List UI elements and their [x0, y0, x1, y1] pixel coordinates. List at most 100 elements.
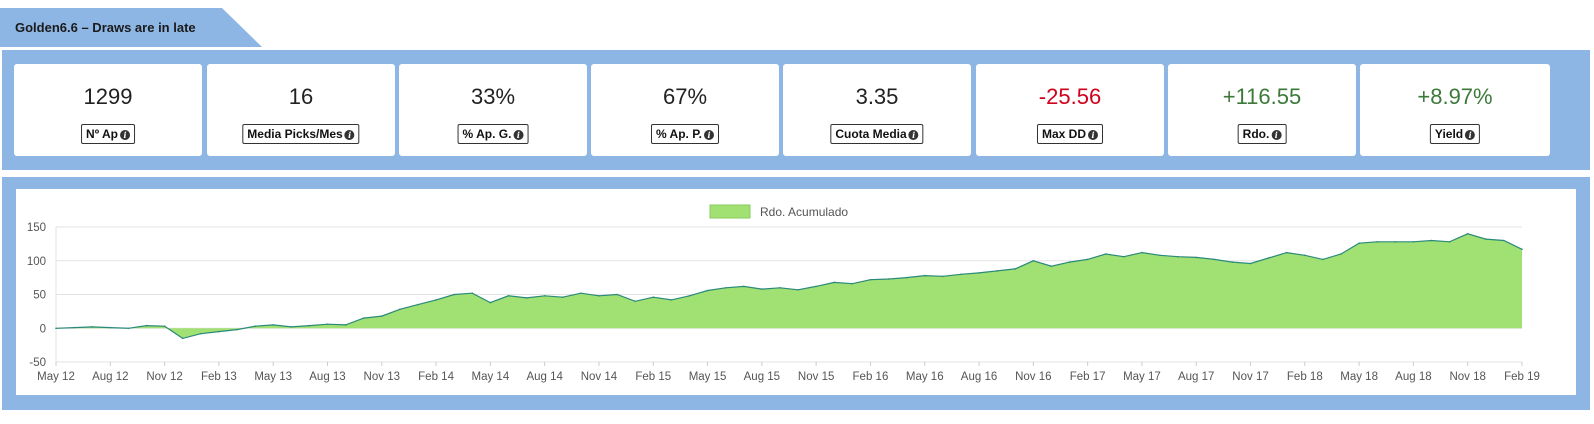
data-point: [200, 332, 202, 335]
stat-card: 1299 Nº Ap i: [14, 64, 202, 156]
stat-value: -25.56: [1038, 84, 1102, 109]
stat-value: 33%: [470, 84, 516, 109]
x-tick-label: Feb 18: [1287, 371, 1323, 383]
x-tick-label: Feb 16: [853, 371, 889, 383]
data-point: [471, 292, 474, 294]
info-circle-icon[interactable]: i: [344, 130, 355, 140]
data-point: [399, 308, 401, 311]
data-point: [833, 281, 835, 284]
stat-card: 3.35 Cuota Media i: [783, 64, 971, 156]
x-tick-label: May 18: [1340, 371, 1378, 383]
data-point: [688, 295, 691, 297]
stats-panel: 1299 Nº Ap i 16 Media Picks/Mes i 33%% Ap. G. i…: [2, 50, 1590, 170]
x-tick-label: May 14: [472, 371, 510, 383]
stat-label-text: Yield: [1434, 127, 1464, 141]
cumulative-result-chart: -50 0 50 100 150 May 12 Aug 12 Nov 12 Feb 13 May …: [27, 204, 1540, 383]
info-circle-icon[interactable]: i: [1088, 130, 1099, 140]
stat-label-button[interactable]: % Ap. G. i: [457, 124, 529, 144]
stat-card: -25.56 Max DD i: [976, 64, 1164, 156]
x-tick-label: Feb 17: [1070, 371, 1106, 383]
x-tick-label: Nov 17: [1232, 371, 1268, 383]
data-point: [779, 287, 781, 289]
data-point: [761, 288, 763, 290]
stat-label-text: Max DD: [1041, 127, 1087, 141]
data-point: [1267, 257, 1270, 259]
data-point: [869, 278, 872, 281]
stat-label-button[interactable]: Max DD i: [1036, 124, 1104, 144]
x-tick-label: Aug 16: [961, 371, 997, 383]
stat-card: +8.97% Yield i: [1360, 64, 1550, 156]
stat-label-text: Rdo.: [1242, 127, 1270, 141]
stat-label-text: Cuota Media: [835, 127, 907, 141]
data-point: [1159, 254, 1161, 257]
data-point: [598, 295, 600, 297]
data-point: [1521, 248, 1523, 251]
data-point: [670, 299, 673, 301]
y-tick-label: 0: [40, 323, 46, 335]
data-point: [1503, 239, 1505, 242]
x-tick-label: May 16: [906, 371, 944, 383]
info-circle-icon[interactable]: i: [513, 130, 524, 140]
info-circle-icon[interactable]: i: [1465, 130, 1476, 140]
x-tick-label: Feb 15: [635, 371, 671, 383]
data-point: [525, 297, 528, 299]
stat-label-button[interactable]: Rdo. i: [1237, 124, 1287, 144]
data-point: [1014, 268, 1016, 270]
data-point: [634, 300, 636, 303]
data-point: [851, 282, 854, 285]
info-circle-icon[interactable]: i: [1271, 130, 1282, 140]
data-point: [580, 292, 582, 294]
data-point: [435, 299, 437, 301]
series-area-fill: [56, 233, 1522, 339]
x-tick-label: Feb 19: [1504, 371, 1540, 383]
stat-label-button[interactable]: Yield i: [1429, 124, 1481, 144]
stat-label-button[interactable]: Nº Ap i: [81, 124, 135, 144]
y-tick-label: 100: [27, 256, 46, 268]
x-tick-label: May 17: [1123, 371, 1161, 383]
info-circle-icon[interactable]: i: [908, 130, 919, 140]
data-point: [417, 303, 419, 306]
data-point: [1285, 251, 1288, 254]
data-point: [1430, 239, 1433, 242]
data-point: [73, 326, 75, 329]
y-tick-label: 150: [27, 222, 46, 234]
data-point: [236, 328, 238, 331]
data-point: [127, 327, 130, 330]
data-point: [1050, 265, 1053, 267]
data-point: [1123, 255, 1125, 258]
stat-value: +8.97%: [1417, 84, 1493, 109]
stat-label-button[interactable]: % Ap. P. i: [650, 124, 720, 144]
x-tick-label: Aug 18: [1395, 371, 1431, 383]
data-point: [887, 278, 890, 280]
stat-label-text: Media Picks/Mes: [247, 127, 343, 141]
data-point: [1249, 262, 1252, 265]
data-point: [1412, 241, 1415, 243]
x-tick-label: Nov 16: [1015, 371, 1051, 383]
stat-value: 16: [288, 84, 314, 109]
info-circle-icon[interactable]: i: [704, 130, 715, 140]
stat-value: 3.35: [855, 84, 899, 109]
data-point: [1394, 241, 1397, 243]
data-point: [1448, 241, 1451, 243]
stat-label-button[interactable]: Media Picks/Mes i: [242, 124, 360, 144]
x-tick-label: May 13: [254, 371, 292, 383]
data-point: [145, 324, 148, 327]
x-tick-label: Feb 13: [201, 371, 237, 383]
data-point: [1195, 256, 1197, 259]
data-point: [543, 295, 546, 297]
data-point: [1322, 258, 1324, 261]
data-point: [362, 317, 365, 319]
info-circle-icon[interactable]: i: [119, 130, 130, 140]
data-point: [996, 270, 998, 272]
stat-label-button[interactable]: Cuota Media i: [830, 124, 924, 144]
data-point: [308, 324, 311, 327]
x-tick-label: Nov 14: [581, 371, 618, 383]
x-tick-label: Nov 18: [1449, 371, 1485, 383]
data-point: [616, 293, 618, 296]
x-tick-label: Nov 13: [364, 371, 400, 383]
data-point: [1304, 254, 1306, 257]
data-point: [1340, 253, 1342, 255]
data-point: [381, 315, 383, 317]
stat-card: 67% % Ap. P. i: [591, 64, 779, 156]
page-title-tab: Golden6.6 – Draws are in late: [0, 8, 262, 47]
